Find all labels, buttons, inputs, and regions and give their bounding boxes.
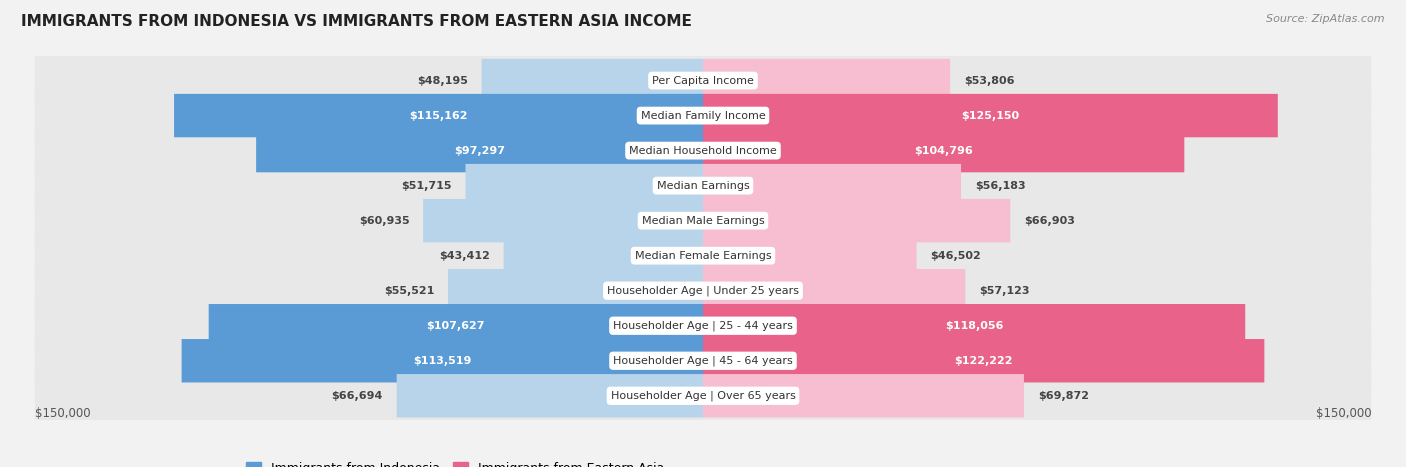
Text: Source: ZipAtlas.com: Source: ZipAtlas.com bbox=[1267, 14, 1385, 24]
Text: Median Earnings: Median Earnings bbox=[657, 181, 749, 191]
FancyBboxPatch shape bbox=[208, 304, 703, 347]
Text: $69,872: $69,872 bbox=[1038, 391, 1088, 401]
Legend: Immigrants from Indonesia, Immigrants from Eastern Asia: Immigrants from Indonesia, Immigrants fr… bbox=[240, 457, 669, 467]
Text: Householder Age | Under 25 years: Householder Age | Under 25 years bbox=[607, 285, 799, 296]
Text: $43,412: $43,412 bbox=[439, 251, 489, 261]
Text: $66,694: $66,694 bbox=[332, 391, 382, 401]
FancyBboxPatch shape bbox=[35, 158, 1371, 214]
Text: Median Family Income: Median Family Income bbox=[641, 111, 765, 120]
FancyBboxPatch shape bbox=[35, 53, 1371, 108]
Text: Per Capita Income: Per Capita Income bbox=[652, 76, 754, 85]
Text: $53,806: $53,806 bbox=[965, 76, 1014, 85]
FancyBboxPatch shape bbox=[181, 339, 703, 382]
FancyBboxPatch shape bbox=[703, 339, 1264, 382]
FancyBboxPatch shape bbox=[703, 234, 917, 277]
FancyBboxPatch shape bbox=[174, 94, 703, 137]
FancyBboxPatch shape bbox=[35, 88, 1371, 144]
Text: $97,297: $97,297 bbox=[454, 146, 505, 156]
FancyBboxPatch shape bbox=[423, 199, 703, 242]
FancyBboxPatch shape bbox=[465, 164, 703, 207]
Text: Householder Age | 45 - 64 years: Householder Age | 45 - 64 years bbox=[613, 355, 793, 366]
FancyBboxPatch shape bbox=[35, 368, 1371, 424]
FancyBboxPatch shape bbox=[35, 333, 1371, 389]
FancyBboxPatch shape bbox=[703, 374, 1024, 417]
Text: $150,000: $150,000 bbox=[1316, 407, 1371, 420]
FancyBboxPatch shape bbox=[396, 374, 703, 417]
Text: Householder Age | 25 - 44 years: Householder Age | 25 - 44 years bbox=[613, 320, 793, 331]
Text: $122,222: $122,222 bbox=[955, 356, 1012, 366]
Text: $55,521: $55,521 bbox=[384, 286, 434, 296]
FancyBboxPatch shape bbox=[449, 269, 703, 312]
FancyBboxPatch shape bbox=[703, 269, 966, 312]
FancyBboxPatch shape bbox=[703, 94, 1278, 137]
Text: IMMIGRANTS FROM INDONESIA VS IMMIGRANTS FROM EASTERN ASIA INCOME: IMMIGRANTS FROM INDONESIA VS IMMIGRANTS … bbox=[21, 14, 692, 29]
FancyBboxPatch shape bbox=[35, 262, 1371, 318]
Text: $57,123: $57,123 bbox=[979, 286, 1029, 296]
Text: $113,519: $113,519 bbox=[413, 356, 471, 366]
FancyBboxPatch shape bbox=[703, 199, 1011, 242]
FancyBboxPatch shape bbox=[703, 129, 1184, 172]
Text: $66,903: $66,903 bbox=[1024, 216, 1076, 226]
FancyBboxPatch shape bbox=[35, 298, 1371, 354]
FancyBboxPatch shape bbox=[503, 234, 703, 277]
Text: $48,195: $48,195 bbox=[418, 76, 468, 85]
Text: $150,000: $150,000 bbox=[35, 407, 90, 420]
Text: $115,162: $115,162 bbox=[409, 111, 468, 120]
Text: Median Male Earnings: Median Male Earnings bbox=[641, 216, 765, 226]
FancyBboxPatch shape bbox=[35, 123, 1371, 178]
Text: $46,502: $46,502 bbox=[931, 251, 981, 261]
Text: Median Female Earnings: Median Female Earnings bbox=[634, 251, 772, 261]
Text: $118,056: $118,056 bbox=[945, 321, 1004, 331]
Text: $60,935: $60,935 bbox=[359, 216, 409, 226]
FancyBboxPatch shape bbox=[256, 129, 703, 172]
Text: $104,796: $104,796 bbox=[914, 146, 973, 156]
FancyBboxPatch shape bbox=[35, 227, 1371, 283]
Text: $107,627: $107,627 bbox=[426, 321, 485, 331]
Text: Householder Age | Over 65 years: Householder Age | Over 65 years bbox=[610, 390, 796, 401]
FancyBboxPatch shape bbox=[482, 59, 703, 102]
Text: $125,150: $125,150 bbox=[962, 111, 1019, 120]
FancyBboxPatch shape bbox=[703, 164, 962, 207]
FancyBboxPatch shape bbox=[703, 59, 950, 102]
Text: Median Household Income: Median Household Income bbox=[628, 146, 778, 156]
FancyBboxPatch shape bbox=[703, 304, 1246, 347]
Text: $56,183: $56,183 bbox=[974, 181, 1025, 191]
Text: $51,715: $51,715 bbox=[401, 181, 451, 191]
FancyBboxPatch shape bbox=[35, 193, 1371, 248]
